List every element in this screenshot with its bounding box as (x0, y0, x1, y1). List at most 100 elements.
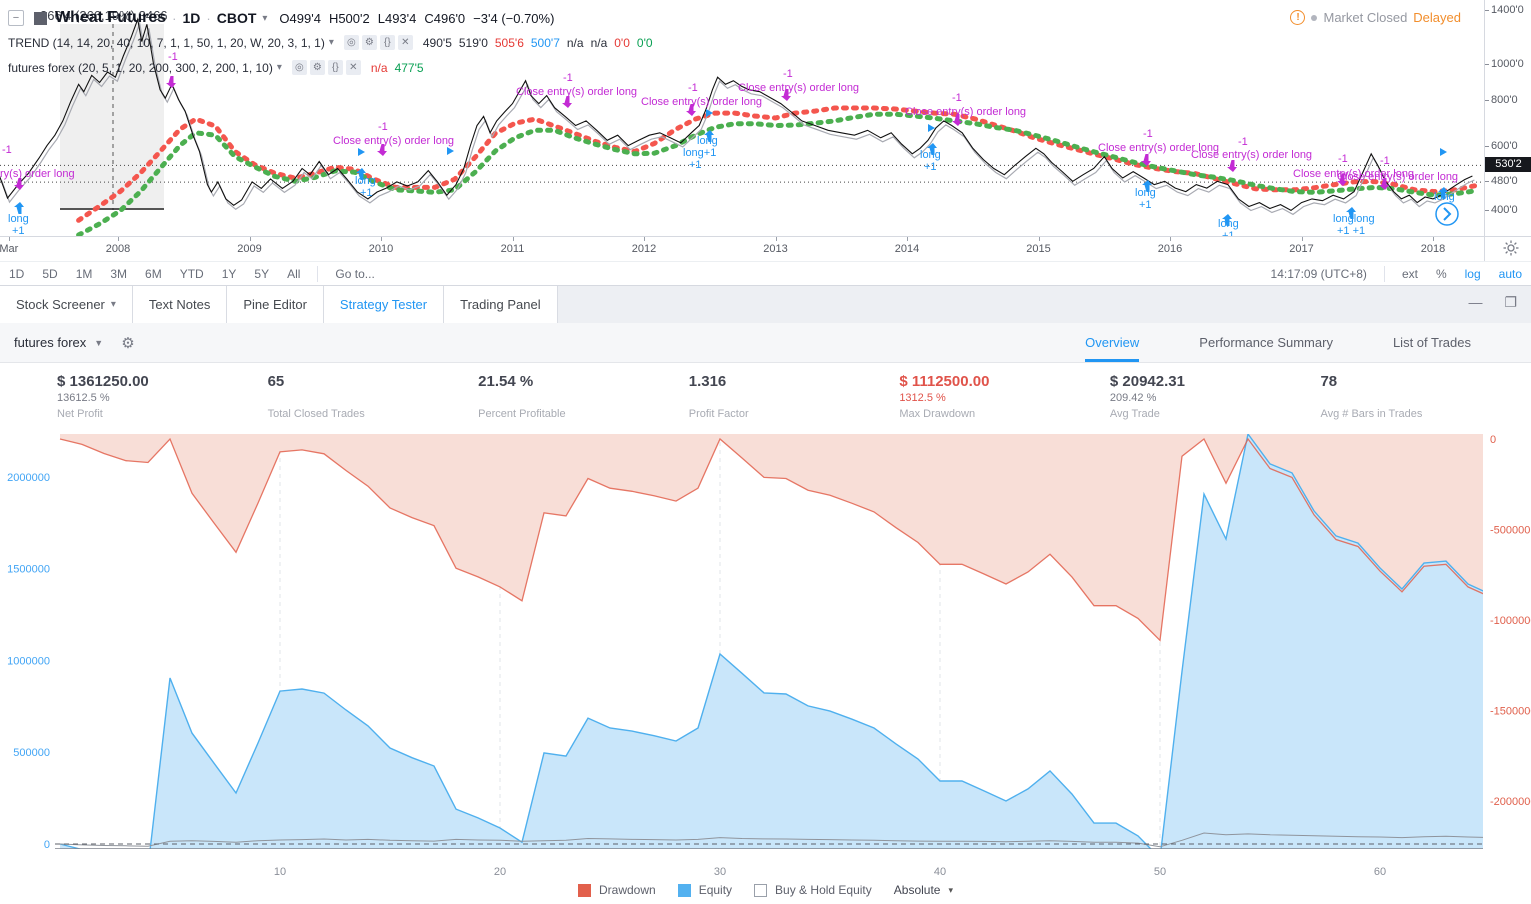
svg-text:long+1: long+1 (683, 147, 716, 159)
code-icon[interactable]: {} (327, 60, 343, 75)
svg-text:+1: +1 (360, 187, 373, 199)
strategy-indicator-title: futures forex (20, 5, 1, 20, 200, 300, 2… (8, 60, 273, 75)
range-5y[interactable]: 5Y (254, 266, 270, 281)
maximize-icon[interactable]: ❐ (1504, 294, 1517, 310)
legend-mode-select[interactable]: Absolute ▾ (893, 883, 953, 897)
price-tick: 600'0 (1485, 139, 1518, 152)
minimize-icon[interactable]: — (1468, 294, 1483, 310)
warning-icon[interactable]: ! (1290, 10, 1306, 25)
symbol-logo (34, 11, 47, 25)
percent-toggle[interactable]: % (1435, 266, 1447, 281)
market-closed-label: Market Closed (1323, 10, 1408, 25)
indicator-row-trend[interactable]: TREND (14, 14, 20, 40, 10, 7, 1, 1, 50, … (8, 35, 653, 50)
svg-text:0: 0 (1490, 434, 1496, 446)
svg-text:+1: +1 (689, 159, 702, 171)
stat-avg-bars: 78 Avg # Bars in Trades (1320, 373, 1423, 420)
collapse-icon[interactable]: − (8, 10, 24, 26)
legend-equity: Equity (677, 883, 732, 897)
view-list-of-trades[interactable]: List of Trades (1392, 335, 1471, 350)
range-ytd[interactable]: YTD (179, 266, 204, 281)
tab-trading-panel[interactable]: Trading Panel (444, 286, 558, 323)
svg-text:Close entry(s) order long: Close entry(s) order long (333, 135, 454, 147)
stats-row: $ 1361250.00 13612.5 % Net Profit 65 Total … (0, 363, 1531, 427)
trend-indicator-title: TREND (14, 14, 20, 40, 10, 7, 1, 1, 50, … (8, 35, 325, 50)
eye-icon[interactable]: ◎ (343, 35, 359, 50)
stat-max-drawdown: $ 1112500.00 1312.5 % Max Drawdown (899, 373, 990, 420)
close-icon[interactable]: ✕ (345, 60, 361, 75)
market-status: ! Market Closed Delayed (1290, 10, 1461, 25)
view-performance-summary[interactable]: Performance Summary (1199, 335, 1333, 350)
clock-label[interactable]: 14:17:09 (UTC+8) (1270, 266, 1367, 281)
range-6m[interactable]: 6M (145, 266, 162, 281)
time-tick: 2012 (631, 243, 657, 255)
tab-stock-screener[interactable]: Stock Screener ▾ (0, 286, 133, 323)
svg-text:+1: +1 (924, 161, 937, 173)
svg-text:long: long (920, 149, 941, 161)
price-scale[interactable]: 1400'0 1000'0 800'0 600'0 480'0 400'0 530'2 (1484, 0, 1531, 236)
code-icon[interactable]: {} (379, 35, 395, 50)
svg-text:60: 60 (1374, 866, 1386, 878)
svg-text:-1500000: -1500000 (1490, 706, 1531, 718)
interval-label[interactable]: 1D (182, 10, 201, 26)
close-icon[interactable]: ✕ (397, 35, 413, 50)
gear-icon[interactable]: ⚙ (309, 60, 325, 75)
view-overview[interactable]: Overview (1085, 323, 1140, 362)
strategy-select[interactable]: futures forex (14, 335, 87, 350)
time-tick: 2018 (1420, 243, 1446, 255)
chevron-down-icon[interactable]: ▼ (94, 337, 104, 348)
auto-toggle[interactable]: auto (1498, 266, 1522, 281)
time-scale[interactable]: Mar 2008 2009 2010 2011 2012 2013 2014 2015 2016 2… (0, 236, 1531, 262)
svg-text:1500000: 1500000 (7, 564, 50, 576)
svg-text:-500000: -500000 (1490, 525, 1530, 537)
tab-pine-editor[interactable]: Pine Editor (227, 286, 324, 323)
svg-text:-1: -1 (688, 82, 698, 94)
bottom-panel: Stock Screener ▾ Text Notes Pine Editor S… (0, 285, 1531, 904)
indicator-row-strategy[interactable]: futures forex (20, 5, 1, 20, 200, 300, 2… (8, 60, 424, 75)
chevron-down-icon[interactable]: ▾ (276, 62, 282, 73)
chevron-down-icon[interactable]: ▾ (328, 37, 334, 48)
ext-toggle[interactable]: ext (1401, 266, 1418, 281)
svg-text:366'4 (266,19%) 3466: 366'4 (266,19%) 3466 (40, 8, 168, 23)
range-5d[interactable]: 5D (42, 266, 58, 281)
equity-chart[interactable]: 0 500000 1000000 1500000 2000000 0 -500000 -100… (0, 427, 1531, 904)
chart-legend: Drawdown Equity Buy & Hold Equity Absolu… (0, 883, 1531, 897)
range-all[interactable]: All (287, 266, 301, 281)
chevron-down-icon[interactable]: ▾ (262, 12, 268, 24)
time-tick: 2010 (368, 243, 394, 255)
stat-profit-factor: 1.316 Profit Factor (688, 373, 749, 420)
price-chart[interactable]: 366'4 (266,19%) 3466 -1 ry(s) order long lo… (0, 0, 1531, 236)
chevron-down-icon: ▾ (110, 299, 116, 310)
svg-text:-1: -1 (783, 68, 793, 80)
time-tick: 2008 (105, 243, 131, 255)
svg-text:Close entry(s) order long: Close entry(s) order long (738, 82, 859, 94)
svg-text:-1: -1 (1338, 153, 1348, 165)
price-tick: 1000'0 (1485, 57, 1524, 70)
log-toggle[interactable]: log (1464, 266, 1481, 281)
exchange-label[interactable]: CBOT (216, 10, 257, 26)
time-tick: 2013 (763, 243, 788, 255)
svg-text:-1: -1 (1238, 136, 1248, 148)
tab-strategy-tester[interactable]: Strategy Tester (323, 286, 445, 323)
svg-text:30: 30 (714, 866, 726, 878)
eye-icon[interactable]: ◎ (291, 60, 307, 75)
drawdown-swatch-icon (577, 883, 591, 897)
equity-swatch-icon (677, 883, 691, 897)
svg-text:long: long (355, 175, 376, 187)
tab-text-notes[interactable]: Text Notes (132, 286, 228, 323)
range-1m[interactable]: 1M (75, 266, 93, 281)
svg-text:-1: -1 (168, 51, 178, 63)
scale-settings-icon[interactable] (1503, 240, 1519, 256)
svg-text:-1: -1 (1143, 128, 1153, 140)
svg-text:+1: +1 (1139, 199, 1152, 211)
symbol-title[interactable]: Wheat Futures (55, 9, 167, 26)
range-1d[interactable]: 1D (9, 266, 25, 281)
time-tick: 2011 (500, 243, 525, 255)
range-1y[interactable]: 1Y (221, 266, 237, 281)
gear-icon[interactable]: ⚙ (361, 35, 377, 50)
time-tick: 2009 (237, 243, 262, 255)
goto-button[interactable]: Go to... (335, 266, 375, 281)
svg-text:20: 20 (494, 866, 506, 878)
delayed-label[interactable]: Delayed (1413, 10, 1461, 25)
strategy-settings-icon[interactable]: ⚙ (121, 334, 135, 352)
range-3m[interactable]: 3M (110, 266, 128, 281)
